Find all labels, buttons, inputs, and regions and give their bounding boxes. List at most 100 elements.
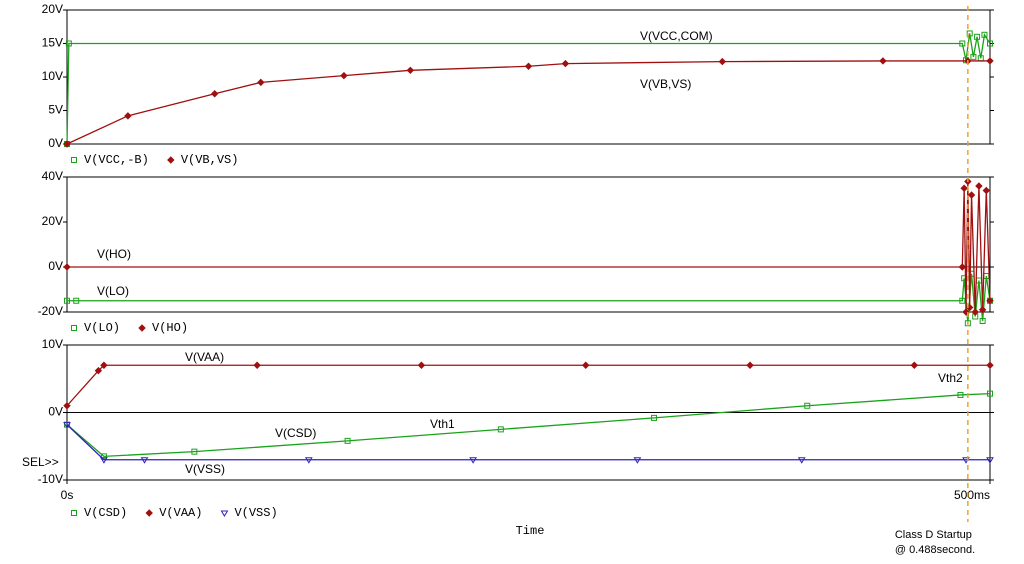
annotation: SEL>> <box>22 455 59 469</box>
annotation: V(CSD) <box>275 426 316 440</box>
y-tick-label: -10V <box>38 472 63 486</box>
point-marker <box>910 361 919 369</box>
annotation: V(LO) <box>97 284 129 298</box>
annotation: Vth1 <box>430 417 455 431</box>
cursor-label: Class D Startup <box>895 529 972 541</box>
point-marker <box>253 361 261 369</box>
y-tick-label: -20V <box>38 304 63 318</box>
plot-frame <box>66 176 991 313</box>
legend-label: V(LO) <box>84 321 120 335</box>
annotation: Vth2 <box>938 371 963 385</box>
series-line <box>66 32 991 145</box>
point-marker <box>406 66 415 75</box>
point-marker <box>210 90 219 98</box>
point-marker <box>987 40 993 47</box>
point-marker <box>970 53 977 60</box>
point-marker <box>797 457 806 464</box>
y-tick-label: 20V <box>42 214 63 228</box>
point-marker <box>344 437 351 444</box>
point-marker <box>879 57 887 65</box>
annotation: V(VSS) <box>185 462 225 476</box>
point-marker <box>804 402 811 409</box>
point-marker <box>960 184 968 192</box>
legend-marker <box>220 510 229 517</box>
series-line <box>66 424 990 461</box>
point-marker <box>73 297 80 304</box>
point-marker <box>957 391 964 398</box>
point-marker <box>746 361 754 369</box>
point-marker <box>100 457 108 464</box>
series-line <box>67 273 991 324</box>
series-line <box>66 60 990 145</box>
point-marker <box>191 448 198 455</box>
point-marker <box>497 426 504 433</box>
legend-marker <box>138 324 146 332</box>
annotation: V(VAA) <box>185 350 224 364</box>
x-axis-label: Time <box>516 524 545 538</box>
annotation: V(HO) <box>97 247 131 261</box>
point-marker <box>959 297 966 304</box>
point-marker <box>63 422 71 429</box>
point-marker <box>959 40 966 47</box>
point-marker <box>971 308 979 316</box>
point-marker <box>974 33 981 40</box>
y-tick-label: 15V <box>42 36 63 50</box>
point-marker <box>304 457 313 464</box>
point-marker <box>986 57 994 65</box>
legend-label: V(VSS) <box>234 506 277 520</box>
annotation: V(VCC,COM) <box>640 29 713 43</box>
legend-marker <box>145 509 153 517</box>
legend-marker <box>71 325 77 331</box>
x-tick-label: 500ms <box>954 488 990 502</box>
point-marker <box>65 40 72 47</box>
point-marker <box>561 59 570 68</box>
point-marker <box>64 297 70 304</box>
y-tick-label: 0V <box>48 259 63 273</box>
point-marker <box>978 306 987 314</box>
point-marker <box>524 62 533 70</box>
y-tick-label: 10V <box>42 69 63 83</box>
legend-label: V(HO) <box>152 321 188 335</box>
plot-frame <box>66 9 991 145</box>
series-line <box>67 181 991 313</box>
point-marker <box>140 457 149 464</box>
y-tick-label: 10V <box>42 337 63 351</box>
y-tick-label: 5V <box>48 103 63 117</box>
legend-label: V(VCC,-B) <box>84 153 149 167</box>
point-marker <box>100 361 108 369</box>
y-tick-label: 20V <box>42 2 63 16</box>
legend-label: V(CSD) <box>84 506 127 520</box>
y-tick-label: 0V <box>48 136 63 150</box>
legend-marker <box>167 156 175 164</box>
point-marker <box>982 186 991 195</box>
point-marker <box>986 361 994 369</box>
y-tick-label: 40V <box>42 169 63 183</box>
point-marker <box>967 191 976 199</box>
point-marker <box>257 78 265 87</box>
point-marker <box>633 457 642 464</box>
point-marker <box>582 361 590 369</box>
x-tick-label: 0s <box>61 488 74 502</box>
legend-marker <box>71 157 77 163</box>
point-marker <box>63 140 71 148</box>
annotation: V(VB,VS) <box>640 77 691 91</box>
point-marker <box>417 361 426 369</box>
point-marker <box>63 263 71 271</box>
series-line <box>66 364 990 407</box>
point-marker <box>979 318 986 324</box>
legend-label: V(VAA) <box>159 506 202 520</box>
point-marker <box>651 414 658 421</box>
series-line <box>66 392 991 458</box>
point-marker <box>986 297 994 305</box>
point-marker <box>63 402 71 410</box>
point-marker <box>981 31 988 38</box>
y-tick-label: 0V <box>48 405 63 419</box>
point-marker <box>987 390 993 397</box>
point-marker <box>124 112 132 120</box>
point-marker <box>469 457 478 464</box>
cursor-label: @ 0.488second. <box>895 544 975 556</box>
point-marker <box>986 457 994 464</box>
legend-marker <box>71 510 77 516</box>
